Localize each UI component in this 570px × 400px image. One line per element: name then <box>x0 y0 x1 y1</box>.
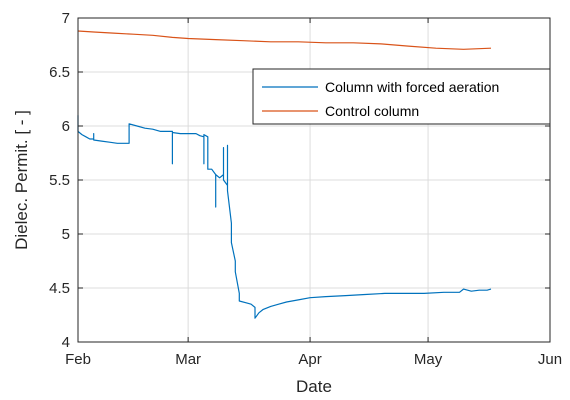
y-tick-label: 6 <box>62 118 70 135</box>
y-tick-label: 5.5 <box>49 172 70 189</box>
legend-label-control: Control column <box>325 103 419 119</box>
legend-box <box>252 68 551 125</box>
legend: Column with forced aeration Control colu… <box>252 68 551 125</box>
series-line-control <box>77 30 492 50</box>
legend-label-forced-aeration: Column with forced aeration <box>325 79 499 95</box>
series-layer <box>77 30 492 319</box>
x-tick-label: Feb <box>65 351 91 368</box>
y-tick-label: 4.5 <box>49 280 70 297</box>
x-tick-label: May <box>414 351 443 368</box>
y-axis-label: Dielec. Permit. [ - ] <box>12 110 31 250</box>
y-tick-label: 7 <box>62 10 70 27</box>
y-tick-label: 6.5 <box>49 64 70 81</box>
x-tick-label: Mar <box>175 351 201 368</box>
tick-layer: Feb Mar Apr May Jun 4 4.5 5 5.5 6 6.5 7 <box>49 10 562 368</box>
x-tick-label: Apr <box>298 351 321 368</box>
x-tick-label: Jun <box>538 351 562 368</box>
x-axis-label: Date <box>296 377 332 396</box>
y-tick-label: 4 <box>62 334 70 351</box>
series-line-forced-aeration <box>77 115 492 319</box>
y-tick-label: 5 <box>62 226 70 243</box>
